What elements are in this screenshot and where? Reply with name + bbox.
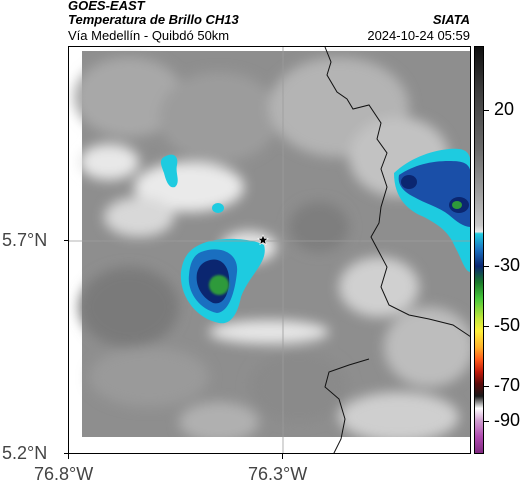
cb-tick-1 xyxy=(484,110,489,111)
brightness-temperature-map xyxy=(69,47,470,453)
cb-label-5: -90 xyxy=(494,410,521,430)
y-tick-mark-2 xyxy=(64,453,69,454)
cb-tick-4 xyxy=(484,386,489,387)
y-tick-mark-1 xyxy=(64,240,69,241)
map-bottom-margin xyxy=(82,437,470,453)
cb-tick-2 xyxy=(484,266,489,267)
cold-spot-small xyxy=(212,203,224,213)
colorbar xyxy=(474,46,484,454)
org-label: SIATA xyxy=(432,12,470,27)
product-title: Temperatura de Brillo CH13 xyxy=(68,12,239,27)
boundary-line-east xyxy=(324,47,470,337)
y-tick-label-2: 5.2°N xyxy=(2,443,48,463)
x-tick-mark-1 xyxy=(68,454,69,459)
cold-spot-north xyxy=(160,154,178,188)
cb-label-3: -50 xyxy=(494,315,521,335)
datetime-label: 2024-10-24 05:59 xyxy=(367,28,470,43)
x-tick-label-2: 76.3°W xyxy=(248,464,308,484)
location-label: Vía Medellín - Quibdó 50km xyxy=(68,28,230,43)
x-tick-label-1: 76.8°W xyxy=(34,464,94,484)
y-tick-label-1: 5.7°N xyxy=(2,230,48,250)
cb-label-4: -70 xyxy=(494,375,521,395)
cold-cell-central xyxy=(180,238,265,324)
cb-label-2: -30 xyxy=(494,255,521,275)
satellite-title: GOES-EAST xyxy=(68,0,145,13)
star-icon xyxy=(257,234,269,246)
cb-tick-5 xyxy=(484,421,489,422)
boundary-line-south xyxy=(324,358,370,453)
cb-tick-3 xyxy=(484,326,489,327)
x-tick-mark-2 xyxy=(282,454,283,459)
cb-label-1: 20 xyxy=(494,99,515,119)
cold-cell-east xyxy=(394,148,470,272)
map-panel xyxy=(68,46,471,454)
